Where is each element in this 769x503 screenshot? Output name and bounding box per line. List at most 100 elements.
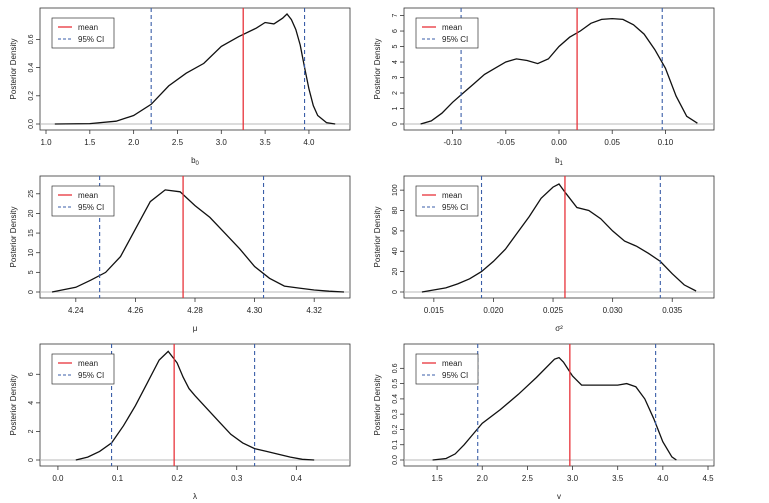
y-tick-label: 0.1 <box>392 440 399 450</box>
x-tick-label: 4.0 <box>303 138 315 147</box>
legend-mean-label: mean <box>78 191 98 200</box>
y-tick-label: 20 <box>392 268 399 276</box>
legend-box <box>51 185 115 217</box>
y-tick-label: 80 <box>392 207 399 215</box>
y-tick-label: 0.2 <box>392 424 399 434</box>
panel-sigma2: 0.015 0.020 0.025 0.030 0.035 0 20 40 60 80 100 Pos… <box>373 175 715 333</box>
y-tick-label: 0.4 <box>28 63 35 73</box>
y-tick-label: 4 <box>392 60 399 64</box>
y-tick-label: 5 <box>28 270 35 274</box>
legend-box <box>415 185 479 217</box>
y-axis-label: Posterior Density <box>373 375 382 436</box>
x-tick-label: 0.1 <box>112 474 124 483</box>
x-tick-label: 0.035 <box>662 306 683 315</box>
y-tick-label: 60 <box>392 227 399 235</box>
legend-mean-label: mean <box>442 191 462 200</box>
y-tick-label: 3 <box>392 75 399 79</box>
legend-ci-label: 95% CI <box>442 203 468 212</box>
x-tick-label: 0.025 <box>543 306 564 315</box>
x-tick-label: 3.5 <box>612 474 624 483</box>
y-axis-label: Posterior Density <box>373 39 382 100</box>
y-tick-label: 2 <box>392 91 399 95</box>
density-curve <box>75 350 315 461</box>
x-tick-label: 2.0 <box>128 138 140 147</box>
plot-frame <box>39 7 351 131</box>
x-tick-label: 0.00 <box>551 138 567 147</box>
density-curve <box>51 189 345 293</box>
y-tick-label: 1 <box>392 106 399 110</box>
y-tick-label: 0.0 <box>392 455 399 465</box>
x-tick-label: 0.015 <box>424 306 445 315</box>
legend: mean 95% CI <box>415 353 479 385</box>
legend-ci-label: 95% CI <box>78 371 104 380</box>
x-axis-label: b1 <box>555 156 563 167</box>
y-tick-label: 100 <box>392 184 399 196</box>
legend-mean-label: mean <box>78 23 98 32</box>
y-axis-label: Posterior Density <box>9 375 18 436</box>
density-curve <box>420 17 698 125</box>
y-tick-label: 0 <box>28 290 35 294</box>
legend-ci-label: 95% CI <box>442 371 468 380</box>
x-tick-label: 4.24 <box>68 306 84 315</box>
y-tick-label: 0.6 <box>28 34 35 44</box>
x-axis-label: σ² <box>555 324 563 333</box>
y-tick-label: 0 <box>392 122 399 126</box>
plot-frame <box>403 343 715 467</box>
legend-box <box>51 353 115 385</box>
y-tick-label: 0.5 <box>392 379 399 389</box>
x-tick-label: 0.4 <box>291 474 303 483</box>
y-tick-label: 10 <box>28 249 35 257</box>
y-tick-label: 0 <box>28 458 35 462</box>
plot-frame <box>39 343 351 467</box>
x-tick-label: 1.0 <box>40 138 52 147</box>
panel-lambda: 0.0 0.1 0.2 0.3 0.4 0 2 4 6 Posterior Density λ mea… <box>9 343 351 501</box>
legend-mean-label: mean <box>442 23 462 32</box>
legend-ci-label: 95% CI <box>78 203 104 212</box>
y-axis-label: Posterior Density <box>9 39 18 100</box>
panel-v: 1.5 2.0 2.5 3.0 3.5 4.0 4.5 0.0 0.1 0.2 0.3 0.4 0.5 0… <box>373 343 715 501</box>
y-tick-label: 0.0 <box>28 119 35 129</box>
y-tick-label: 6 <box>28 372 35 376</box>
x-tick-label: -0.10 <box>443 138 462 147</box>
y-tick-label: 6 <box>392 29 399 33</box>
plot-frame <box>403 175 715 299</box>
x-tick-label: 0.2 <box>172 474 184 483</box>
x-tick-label: 4.28 <box>187 306 203 315</box>
x-tick-label: -0.05 <box>497 138 516 147</box>
y-tick-label: 0.3 <box>392 409 399 419</box>
x-tick-label: 2.5 <box>172 138 184 147</box>
y-tick-label: 25 <box>28 190 35 198</box>
y-tick-label: 20 <box>28 209 35 217</box>
y-tick-label: 0 <box>392 290 399 294</box>
x-tick-label: 4.26 <box>128 306 144 315</box>
y-tick-label: 0.2 <box>28 91 35 101</box>
x-axis-label: v <box>557 492 561 501</box>
legend-mean-label: mean <box>78 359 98 368</box>
x-axis-label: b0 <box>191 156 199 167</box>
panel-mu: 4.24 4.26 4.28 4.30 4.32 0 5 10 15 20 25 Posterior … <box>9 175 351 333</box>
legend-ci-label: 95% CI <box>442 35 468 44</box>
x-tick-label: 3.0 <box>216 138 228 147</box>
x-tick-label: 4.30 <box>247 306 263 315</box>
x-tick-label: 3.0 <box>567 474 579 483</box>
y-tick-label: 40 <box>392 247 399 255</box>
density-curve <box>432 356 677 461</box>
y-tick-label: 0.4 <box>392 394 399 404</box>
density-curve <box>54 13 336 125</box>
x-tick-label: 4.32 <box>306 306 322 315</box>
density-curve <box>421 183 697 293</box>
legend: mean 95% CI <box>51 17 115 49</box>
y-tick-label: 5 <box>392 44 399 48</box>
y-tick-label: 4 <box>28 401 35 405</box>
legend: mean 95% CI <box>415 17 479 49</box>
legend: mean 95% CI <box>51 353 115 385</box>
panel-b0: 1.0 1.5 2.0 2.5 3.0 3.5 4.0 0.0 0.2 0.4 0.6 Posteri… <box>9 7 351 167</box>
x-tick-label: 0.05 <box>604 138 620 147</box>
x-axis-label: μ <box>193 324 198 333</box>
legend-box <box>415 353 479 385</box>
legend-box <box>415 17 479 49</box>
legend: mean 95% CI <box>415 185 479 217</box>
x-tick-label: 3.5 <box>260 138 272 147</box>
panel-b1: -0.10 -0.05 0.00 0.05 0.10 0 1 2 3 4 5 6 7 Posterior … <box>373 7 715 167</box>
